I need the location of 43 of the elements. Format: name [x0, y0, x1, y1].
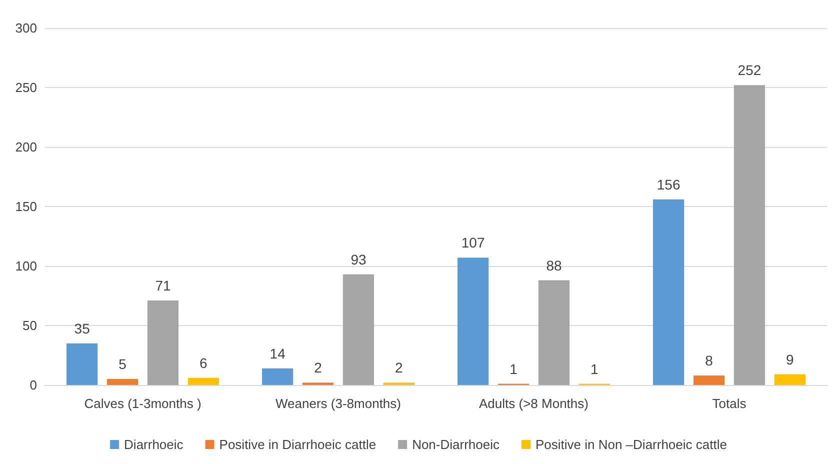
bar [774, 374, 806, 385]
bar [538, 280, 570, 385]
data-label: 107 [461, 234, 485, 251]
data-label: 252 [738, 62, 762, 78]
data-label: 6 [200, 354, 208, 371]
legend-label: Positive in Non –Diarrhoeic cattle [535, 437, 727, 452]
data-label: 14 [270, 345, 286, 362]
data-label: 1 [590, 360, 599, 377]
x-tick-label: Weaners (3-8months) [276, 396, 401, 411]
bar [342, 274, 374, 385]
legend-label: Positive in Diarrhoeic cattle [219, 437, 376, 452]
bar [188, 378, 219, 385]
data-label: 2 [395, 360, 404, 376]
bar [147, 300, 179, 385]
y-tick-label: 0 [30, 378, 37, 392]
bar [734, 85, 766, 385]
data-label: 71 [155, 278, 171, 294]
data-label: 35 [74, 320, 90, 336]
y-tick-label: 300 [15, 20, 37, 36]
legend-label: Non-Diarrhoeic [412, 437, 500, 452]
data-label: 9 [786, 351, 794, 368]
bar [106, 379, 138, 385]
data-label: 93 [350, 251, 366, 268]
y-tick-label: 150 [15, 199, 37, 214]
y-tick-label: 250 [15, 80, 37, 95]
y-tick-label: 100 [15, 258, 37, 274]
x-tick-label: Totals [712, 396, 747, 411]
x-tick-label: Adults (>8 Months) [479, 396, 588, 411]
y-tick-label: 50 [22, 318, 37, 333]
data-label: 2 [314, 360, 322, 376]
bar [262, 368, 294, 385]
y-tick-label: 200 [15, 140, 37, 154]
data-label: 156 [656, 176, 680, 192]
x-tick-label: Calves (1-3months ) [84, 396, 202, 411]
data-label: 5 [118, 356, 127, 372]
data-label: 88 [546, 257, 562, 274]
bar [458, 258, 489, 385]
bar [66, 343, 98, 385]
data-label: 1 [510, 360, 518, 377]
bar [693, 375, 725, 385]
legend-label: Diarrhoeic [124, 437, 184, 452]
bar [653, 199, 684, 385]
data-label: 8 [705, 352, 714, 368]
